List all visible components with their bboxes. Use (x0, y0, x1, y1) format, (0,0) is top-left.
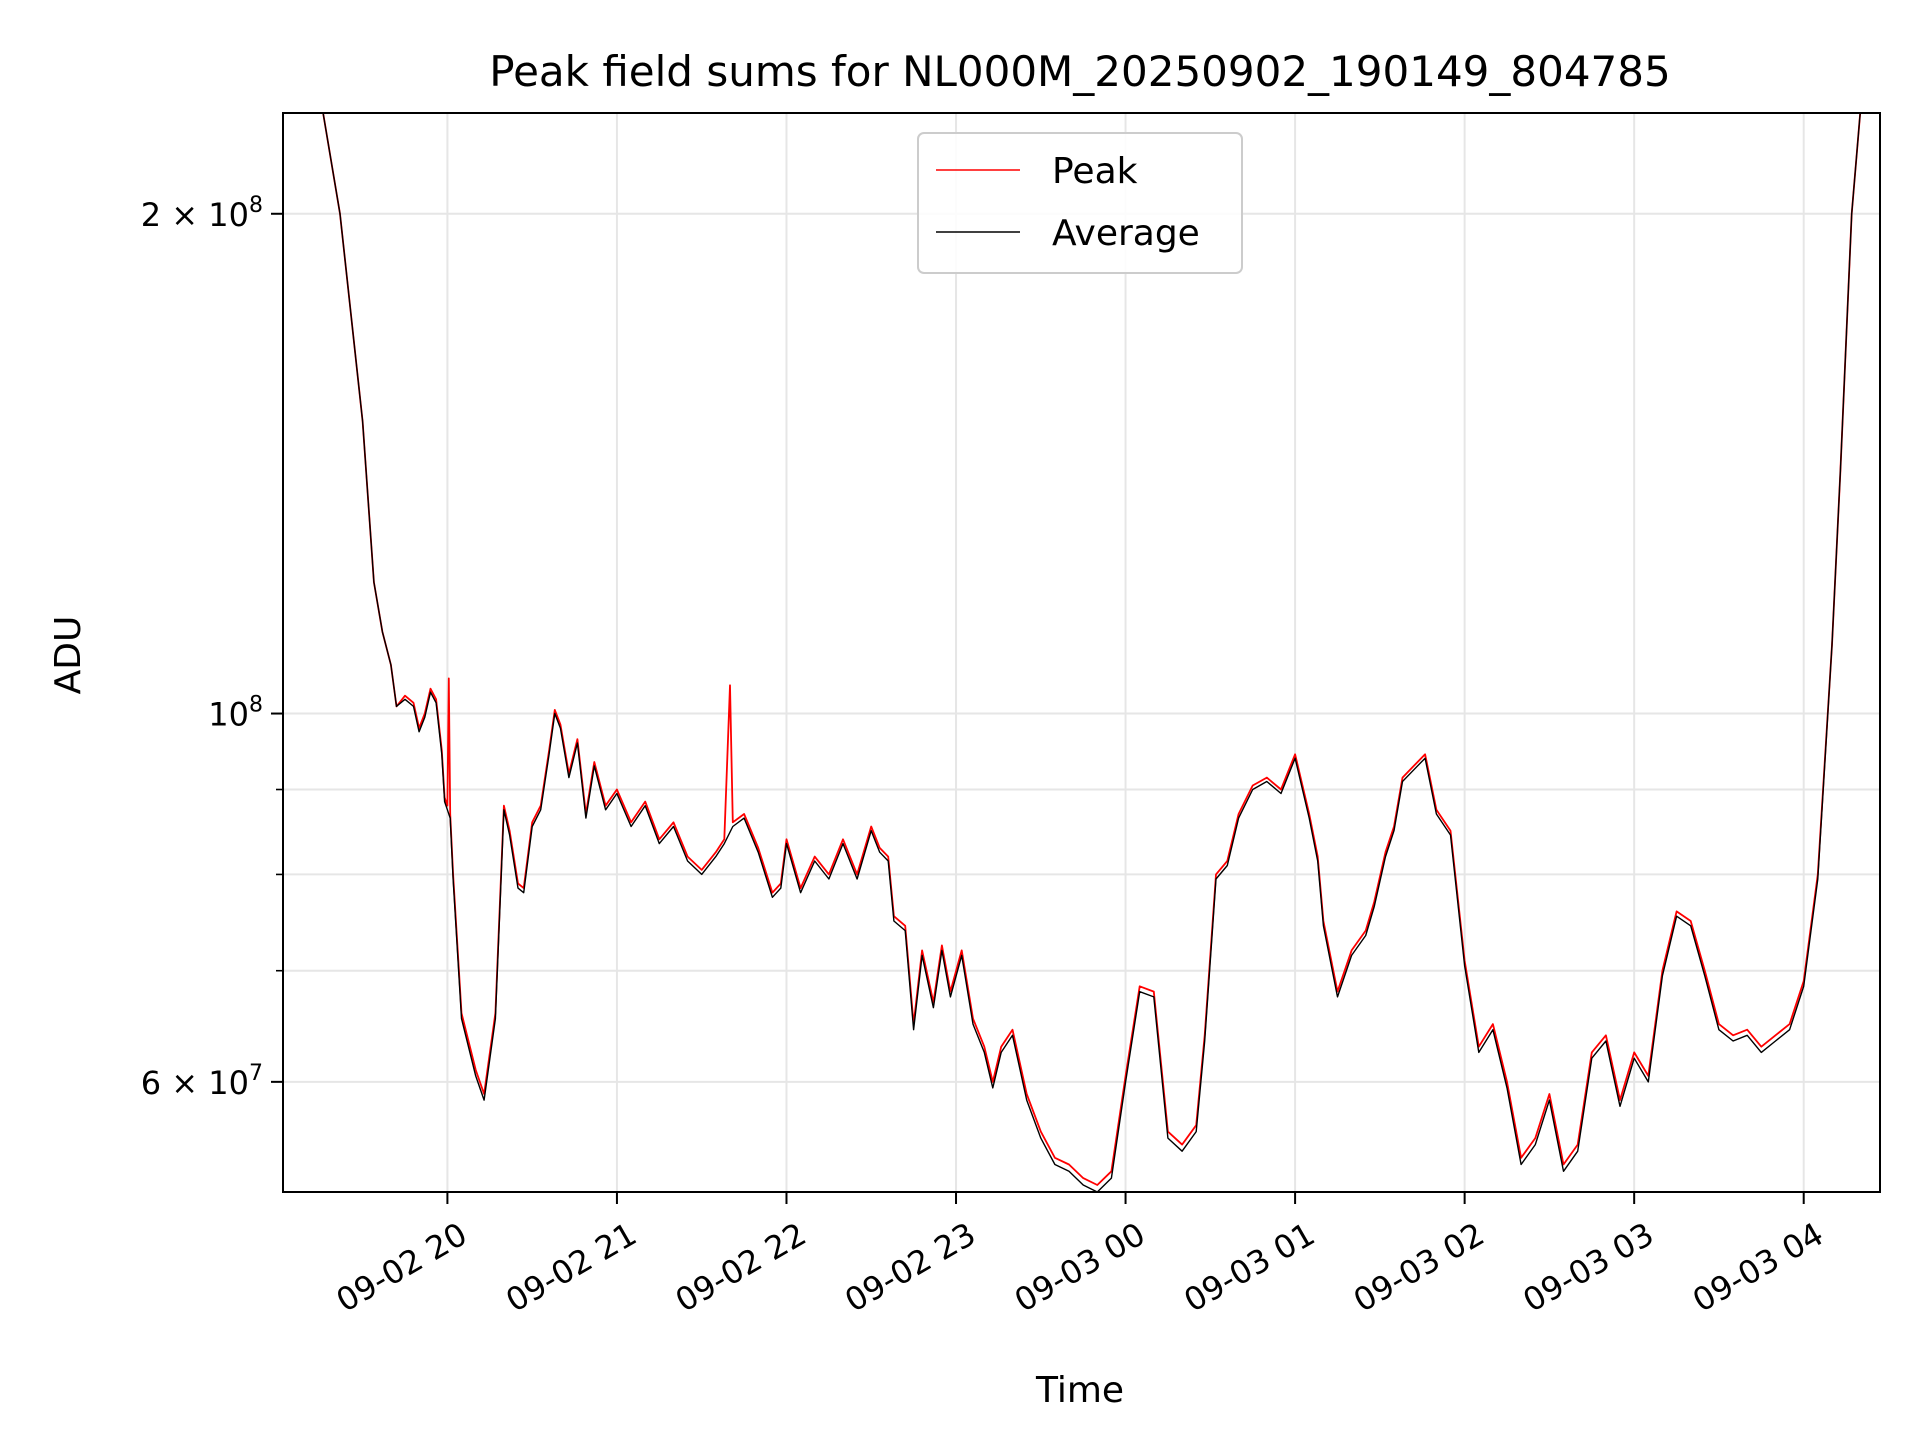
chart-title: Peak field sums for NL000M_20250902_1901… (489, 47, 1670, 96)
y-tick-label: 108 (208, 693, 263, 734)
y-tick-label: 2 × 108 (141, 193, 263, 234)
y-tick-label: 6 × 107 (141, 1061, 263, 1102)
x-axis-label: Time (1035, 1370, 1124, 1411)
legend-label-average: Average (1052, 213, 1200, 254)
series-layer (283, 113, 1862, 1192)
axes-frame (282, 112, 1881, 1193)
series-line-average (283, 113, 1861, 1192)
y-axis-label: ADU (48, 616, 89, 695)
legend-box (917, 132, 1243, 274)
legend-label-peak: Peak (1052, 151, 1138, 192)
legend: Peak Average (917, 132, 1243, 274)
